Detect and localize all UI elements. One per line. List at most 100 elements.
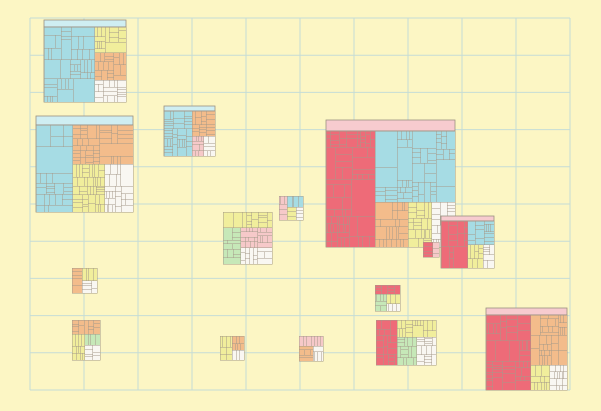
- region-cyan: [35, 124, 74, 213]
- cluster-right-mid[interactable]: [374, 284, 401, 312]
- treemap-cell: [244, 258, 250, 265]
- treemap-cell: [330, 130, 340, 136]
- treemap-cell: [206, 124, 216, 128]
- treemap-cell: [424, 173, 437, 183]
- treemap-cell: [176, 146, 187, 157]
- region-green: [374, 293, 387, 312]
- treemap-cell: [167, 138, 171, 147]
- treemap-cell: [240, 247, 246, 254]
- treemap-cell: [408, 229, 416, 239]
- treemap-cell: [448, 234, 459, 241]
- region-white: [386, 303, 401, 312]
- treemap-cell: [71, 277, 83, 286]
- treemap-cell: [314, 351, 318, 362]
- treemap-cell: [298, 354, 314, 358]
- treemap-cell: [421, 218, 428, 231]
- treemap-cell: [93, 323, 101, 329]
- treemap-cell: [375, 357, 384, 366]
- treemap-cell: [330, 144, 340, 148]
- treemap-cell: [163, 152, 174, 157]
- treemap-cell: [98, 84, 104, 92]
- cluster-bottom-mid[interactable]: [298, 335, 324, 362]
- cluster-bottom-right-mid[interactable]: [375, 319, 437, 366]
- treemap-cell: [556, 378, 564, 386]
- treemap-cell: [424, 201, 429, 219]
- treemap-mid-left[interactable]: [35, 115, 134, 213]
- treemap-cell: [87, 329, 94, 335]
- treemap-cell: [431, 354, 437, 366]
- cluster-bottom-mid-left[interactable]: [219, 335, 245, 361]
- treemap-cell: [88, 203, 96, 213]
- treemap-cell: [339, 138, 347, 145]
- treemap-bottom-right[interactable]: [485, 307, 568, 391]
- treemap-large-center[interactable]: [325, 119, 456, 248]
- treemap-cell: [404, 201, 409, 211]
- cluster-bottom-left[interactable]: [71, 319, 101, 361]
- treemap-cell: [339, 224, 344, 234]
- treemap-cell: [384, 186, 398, 192]
- treemap-cell: [380, 305, 387, 312]
- treemap-cell: [563, 314, 568, 324]
- treemap-cell: [346, 215, 350, 226]
- treemap-cell: [253, 259, 258, 265]
- treemap-cell: [343, 224, 346, 234]
- treemap-cell: [94, 69, 103, 77]
- treemap-cell: [397, 130, 403, 140]
- treemap-cell: [555, 385, 561, 391]
- treemap-header: [35, 115, 134, 126]
- treemap-cell: [443, 149, 450, 160]
- treemap-cell: [551, 334, 559, 345]
- treemap-cell: [107, 61, 114, 71]
- treemap-cell: [101, 41, 106, 49]
- treemap-cell: [93, 157, 100, 163]
- treemap-cell: [296, 213, 304, 218]
- treemap-top-left[interactable]: [43, 19, 127, 103]
- treemap-cell: [257, 257, 273, 265]
- treemap-cell: [400, 186, 407, 193]
- treemap-cell: [96, 41, 100, 49]
- cluster-center[interactable]: [278, 195, 304, 221]
- treemap-cell: [424, 163, 437, 174]
- treemap-cell: [485, 377, 494, 381]
- treemap-cell: [419, 319, 424, 327]
- treemap-cell: [431, 233, 442, 240]
- treemap-cell: [374, 218, 382, 227]
- grid-lines: [29, 17, 571, 391]
- treemap-cell: [96, 124, 100, 140]
- treemap-cell: [432, 241, 440, 249]
- treemap-cell: [474, 250, 480, 260]
- treemap-cell: [257, 227, 261, 233]
- treemap-cell: [52, 172, 74, 184]
- treemap-cell: [430, 345, 437, 356]
- treemap-cell: [172, 137, 178, 145]
- treemap-cell: [287, 206, 297, 213]
- treemap-cell: [487, 260, 495, 269]
- treemap-cell: [80, 134, 88, 140]
- cluster-center-left[interactable]: [222, 211, 273, 265]
- cluster-left-lower[interactable]: [71, 267, 98, 294]
- treemap-header: [163, 105, 216, 112]
- treemap-cell: [369, 236, 376, 248]
- treemap-cell: [519, 360, 524, 369]
- treemap-cell: [399, 218, 409, 227]
- treemap-cell: [104, 198, 109, 205]
- region-orange: [298, 345, 314, 362]
- region-cyan: [163, 110, 193, 157]
- region-orange: [94, 52, 127, 81]
- cluster-center-right-small[interactable]: [422, 241, 440, 258]
- treemap-cell: [470, 244, 475, 260]
- treemap-cell: [233, 211, 243, 228]
- treemap-cell: [448, 252, 455, 260]
- treemap-cell: [163, 146, 174, 150]
- treemap-cell: [530, 364, 537, 377]
- treemap-cell: [47, 95, 51, 103]
- treemap-cell: [490, 223, 495, 233]
- treemap-cell: [85, 150, 94, 156]
- treemap-cell: [407, 346, 413, 358]
- treemap-cell: [523, 360, 528, 369]
- treemap-small-top[interactable]: [163, 105, 216, 157]
- treemap-cell: [203, 135, 209, 144]
- treemap-cell: [71, 330, 79, 335]
- treemap-center-right[interactable]: [440, 215, 495, 269]
- treemap-cell: [557, 371, 560, 380]
